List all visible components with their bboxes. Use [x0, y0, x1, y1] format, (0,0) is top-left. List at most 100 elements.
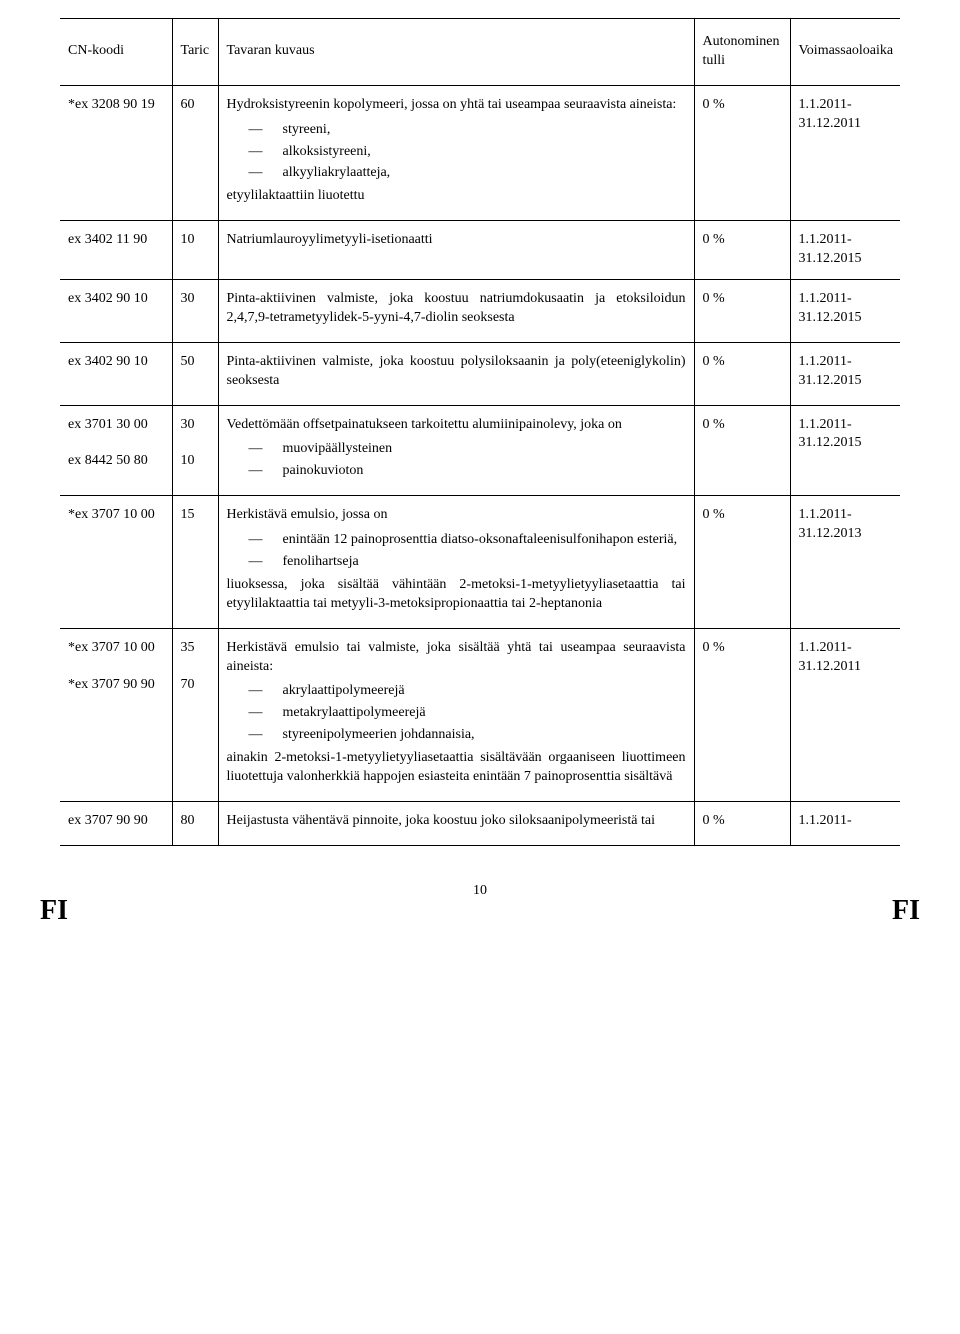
description-trail: liuoksessa, joka sisältää vähintään 2-me… — [227, 576, 686, 614]
taric-cell: 10 — [172, 221, 218, 280]
table-row: ex 3402 90 1030Pinta-aktiivinen valmiste… — [60, 280, 900, 343]
description-item: fenolihartseja — [227, 553, 686, 572]
col-duty: Autonominen tulli — [694, 19, 790, 86]
description-lead: Herkistävä emulsio tai valmiste, joka si… — [227, 639, 686, 677]
description-item: painokuvioton — [227, 462, 686, 481]
taric-code: 30 — [181, 416, 210, 435]
description-item: enintään 12 painoprosenttia diatso-okson… — [227, 531, 686, 550]
cn-cell: *ex 3208 90 19 — [60, 85, 172, 220]
description-item: metakrylaattipolymeerejä — [227, 704, 686, 723]
validity-cell: 1.1.2011-31.12.2011 — [790, 628, 900, 801]
taric-code: 30 — [181, 290, 210, 309]
description-trail: etyylilaktaattiin liuotettu — [227, 187, 686, 206]
table-row: ex 3701 30 00 ex 8442 50 80 30 10 Vedettömää… — [60, 405, 900, 496]
table-body: *ex 3208 90 19 60 Hydroksistyreenin kopoly… — [60, 85, 900, 845]
description-cell: Vedettömään offsetpainatukseen tarkoitet… — [218, 405, 694, 496]
description-lead: Hydroksistyreenin kopolymeeri, jossa on … — [227, 96, 686, 115]
taric-cell: 30 — [172, 280, 218, 343]
description-item: akrylaattipolymeerejä — [227, 682, 686, 701]
table-row: *ex 3707 10 00 *ex 3707 90 90 35 70 Herkistä… — [60, 628, 900, 801]
description-lead: Herkistävä emulsio, jossa on — [227, 506, 686, 525]
taric-code: 10 — [181, 452, 210, 471]
duty-cell: 0 % — [694, 221, 790, 280]
description-cell: Hydroksistyreenin kopolymeeri, jossa on … — [218, 85, 694, 220]
cn-code: *ex 3208 90 19 — [68, 96, 164, 115]
description-lead: Pinta-aktiivinen valmiste, joka koostuu … — [227, 290, 686, 328]
col-valid: Voimassaoloaika — [790, 19, 900, 86]
description-lead: Natriumlauroyylimetyyli-isetionaatti — [227, 231, 686, 250]
cn-cell: ex 3701 30 00 ex 8442 50 80 — [60, 405, 172, 496]
cn-code: *ex 3707 90 90 — [68, 676, 164, 695]
taric-code: 35 — [181, 639, 210, 658]
description-item: alkyyliakrylaatteja, — [227, 164, 686, 183]
taric-cell: 80 — [172, 801, 218, 845]
validity-cell: 1.1.2011-31.12.2015 — [790, 221, 900, 280]
taric-cell: 30 10 — [172, 405, 218, 496]
validity-cell: 1.1.2011-31.12.2015 — [790, 342, 900, 405]
duty-cell: 0 % — [694, 496, 790, 628]
cn-code: *ex 3707 10 00 — [68, 639, 164, 658]
description-cell: Herkistävä emulsio, jossa on enintään 12 … — [218, 496, 694, 628]
taric-code: 50 — [181, 353, 210, 372]
description-cell: Pinta-aktiivinen valmiste, joka koostuu … — [218, 342, 694, 405]
description-item: muovipäällysteinen — [227, 440, 686, 459]
taric-code: 70 — [181, 676, 210, 695]
table-row: *ex 3208 90 19 60 Hydroksistyreenin kopoly… — [60, 85, 900, 220]
description-lead: Heijastusta vähentävä pinnoite, joka koo… — [227, 812, 686, 831]
validity-cell: 1.1.2011-31.12.2013 — [790, 496, 900, 628]
taric-cell: 15 — [172, 496, 218, 628]
validity-cell: 1.1.2011-31.12.2015 — [790, 280, 900, 343]
cn-code: ex 8442 50 80 — [68, 452, 164, 471]
description-cell: Herkistävä emulsio tai valmiste, joka si… — [218, 628, 694, 801]
table-row: *ex 3707 10 00 15 Herkistävä emulsio, joss… — [60, 496, 900, 628]
taric-cell: 35 70 — [172, 628, 218, 801]
description-trail: ainakin 2-metoksi-1-metyylietyyliasetaat… — [227, 749, 686, 787]
duty-cell: 0 % — [694, 342, 790, 405]
table-header-row: CN-koodi Taric Tavaran kuvaus Autonomine… — [60, 19, 900, 86]
duty-cell: 0 % — [694, 405, 790, 496]
table-row: ex 3402 90 10 50 Pinta-aktiivinen valmiste… — [60, 342, 900, 405]
page-number: 10 — [60, 882, 900, 901]
cn-cell: *ex 3707 10 00 — [60, 496, 172, 628]
cn-code: *ex 3707 10 00 — [68, 506, 164, 525]
validity-cell: 1.1.2011- — [790, 801, 900, 845]
taric-code: 60 — [181, 96, 210, 115]
cn-cell: ex 3707 90 90 — [60, 801, 172, 845]
duty-cell: 0 % — [694, 85, 790, 220]
cn-code: ex 3707 90 90 — [68, 812, 164, 831]
cn-code: ex 3402 11 90 — [68, 231, 164, 250]
footer-right: FI — [892, 892, 920, 930]
duty-cell: 0 % — [694, 280, 790, 343]
description-item: styreenipolymeerien johdannaisia, — [227, 726, 686, 745]
cn-cell: ex 3402 11 90 — [60, 221, 172, 280]
cn-code: ex 3402 90 10 — [68, 353, 164, 372]
description-item: styreeni, — [227, 121, 686, 140]
cn-cell: ex 3402 90 10 — [60, 342, 172, 405]
description-cell: Heijastusta vähentävä pinnoite, joka koo… — [218, 801, 694, 845]
cn-code: ex 3701 30 00 — [68, 416, 164, 435]
table-row: ex 3402 11 90 10 Natriumlauroyylimetyyli-i… — [60, 221, 900, 280]
taric-code: 80 — [181, 812, 210, 831]
col-desc: Tavaran kuvaus — [218, 19, 694, 86]
taric-cell: 60 — [172, 85, 218, 220]
duty-cell: 0 % — [694, 801, 790, 845]
description-lead: Pinta-aktiivinen valmiste, joka koostuu … — [227, 353, 686, 391]
col-cn: CN-koodi — [60, 19, 172, 86]
col-taric: Taric — [172, 19, 218, 86]
footer-left: FI — [40, 892, 68, 930]
description-lead: Vedettömään offsetpainatukseen tarkoitet… — [227, 416, 686, 435]
validity-cell: 1.1.2011-31.12.2015 — [790, 405, 900, 496]
description-cell: Natriumlauroyylimetyyli-isetionaatti — [218, 221, 694, 280]
validity-cell: 1.1.2011-31.12.2011 — [790, 85, 900, 220]
description-item: alkoksistyreeni, — [227, 143, 686, 162]
cn-cell: *ex 3707 10 00 *ex 3707 90 90 — [60, 628, 172, 801]
tariff-table: CN-koodi Taric Tavaran kuvaus Autonomine… — [60, 18, 900, 846]
description-cell: Pinta-aktiivinen valmiste, joka koostuu … — [218, 280, 694, 343]
duty-cell: 0 % — [694, 628, 790, 801]
taric-cell: 50 — [172, 342, 218, 405]
page: CN-koodi Taric Tavaran kuvaus Autonomine… — [0, 0, 960, 944]
page-footer: 10 FI FI — [60, 882, 900, 922]
taric-code: 15 — [181, 506, 210, 525]
taric-code: 10 — [181, 231, 210, 250]
table-row: ex 3707 90 90 80 Heijastusta vähentävä pin… — [60, 801, 900, 845]
